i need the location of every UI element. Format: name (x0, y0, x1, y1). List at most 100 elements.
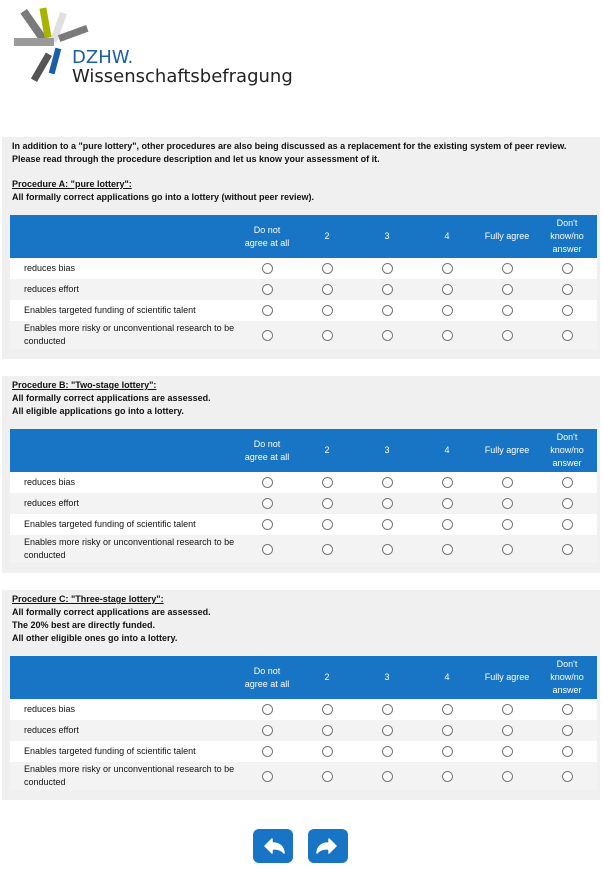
radio-button[interactable] (561, 305, 573, 317)
radio-button[interactable] (381, 704, 393, 716)
next-button[interactable] (308, 829, 348, 863)
radio-button[interactable] (381, 477, 393, 489)
radio-button[interactable] (501, 329, 513, 341)
radio-button[interactable] (381, 746, 393, 758)
column-header: Don't know/no answer (537, 215, 597, 258)
radio-button[interactable] (321, 543, 333, 555)
radio-button[interactable] (261, 477, 273, 489)
radio-button[interactable] (381, 305, 393, 317)
radio-button[interactable] (441, 704, 453, 716)
radio-button[interactable] (561, 746, 573, 758)
radio-button[interactable] (261, 329, 273, 341)
radio-button[interactable] (381, 284, 393, 296)
radio-button[interactable] (321, 477, 333, 489)
radio-button[interactable] (501, 725, 513, 737)
radio-button[interactable] (561, 770, 573, 782)
radio-button[interactable] (561, 704, 573, 716)
logo: DZHW. Wissenschaftsbefragung (14, 7, 293, 87)
radio-button[interactable] (501, 770, 513, 782)
radio-button[interactable] (321, 498, 333, 510)
radio-button[interactable] (261, 305, 273, 317)
radio-button[interactable] (321, 704, 333, 716)
option-cell (417, 535, 477, 563)
radio-button[interactable] (321, 263, 333, 275)
radio-button[interactable] (261, 263, 273, 275)
item-row: Enables more risky or unconventional res… (10, 762, 597, 790)
radio-button[interactable] (561, 477, 573, 489)
radio-button[interactable] (561, 498, 573, 510)
radio-button[interactable] (261, 746, 273, 758)
radio-button[interactable] (441, 329, 453, 341)
option-cell (237, 472, 297, 493)
radio-button[interactable] (441, 725, 453, 737)
radio-button[interactable] (261, 770, 273, 782)
radio-button[interactable] (381, 725, 393, 737)
radio-button[interactable] (501, 746, 513, 758)
column-header: 4 (417, 656, 477, 699)
next-icon (316, 838, 337, 854)
radio-button[interactable] (501, 704, 513, 716)
radio-button[interactable] (501, 519, 513, 531)
radio-button[interactable] (381, 498, 393, 510)
option-cell (297, 762, 357, 790)
radio-button[interactable] (381, 543, 393, 555)
option-cell (477, 741, 537, 762)
logo-brand: DZHW. (72, 47, 133, 68)
column-header: Fully agree (477, 429, 537, 472)
radio-button[interactable] (321, 725, 333, 737)
radio-button[interactable] (441, 284, 453, 296)
option-cell (297, 741, 357, 762)
radio-button[interactable] (441, 746, 453, 758)
radio-button[interactable] (501, 498, 513, 510)
radio-button[interactable] (381, 329, 393, 341)
radio-button[interactable] (561, 543, 573, 555)
radio-button[interactable] (561, 263, 573, 275)
radio-button[interactable] (261, 284, 273, 296)
option-cell (237, 720, 297, 741)
radio-button[interactable] (441, 543, 453, 555)
procedure-description: The 20% best are directly funded. (12, 620, 156, 630)
radio-button[interactable] (501, 477, 513, 489)
radio-button[interactable] (321, 329, 333, 341)
option-cell (297, 535, 357, 563)
radio-button[interactable] (261, 543, 273, 555)
radio-button[interactable] (261, 725, 273, 737)
radio-button[interactable] (261, 519, 273, 531)
radio-button[interactable] (321, 746, 333, 758)
item-label: reduces bias (10, 258, 237, 279)
radio-button[interactable] (441, 263, 453, 275)
option-cell (537, 514, 597, 535)
radio-button[interactable] (381, 519, 393, 531)
radio-button[interactable] (561, 284, 573, 296)
radio-button[interactable] (441, 498, 453, 510)
radio-button[interactable] (321, 519, 333, 531)
radio-button[interactable] (501, 263, 513, 275)
item-row: reduces bias (10, 258, 597, 279)
radio-button[interactable] (381, 770, 393, 782)
back-icon (264, 838, 285, 854)
procedure-description: All formally correct applications are as… (12, 607, 211, 617)
radio-button[interactable] (321, 770, 333, 782)
radio-button[interactable] (561, 329, 573, 341)
header-row: Do not agree at all 2 3 4 Fully agree Don't k… (10, 429, 597, 472)
radio-button[interactable] (501, 305, 513, 317)
back-button[interactable] (253, 829, 293, 863)
radio-button[interactable] (561, 519, 573, 531)
option-cell (537, 279, 597, 300)
radio-button[interactable] (561, 725, 573, 737)
radio-button[interactable] (501, 284, 513, 296)
radio-button[interactable] (261, 498, 273, 510)
radio-button[interactable] (321, 284, 333, 296)
column-header: 3 (357, 215, 417, 258)
radio-button[interactable] (381, 263, 393, 275)
column-header: 4 (417, 215, 477, 258)
radio-button[interactable] (441, 770, 453, 782)
radio-button[interactable] (441, 305, 453, 317)
radio-button[interactable] (441, 477, 453, 489)
option-cell (237, 741, 297, 762)
radio-button[interactable] (321, 305, 333, 317)
radio-button[interactable] (441, 519, 453, 531)
radio-button[interactable] (261, 704, 273, 716)
radio-button[interactable] (501, 543, 513, 555)
option-cell (417, 279, 477, 300)
